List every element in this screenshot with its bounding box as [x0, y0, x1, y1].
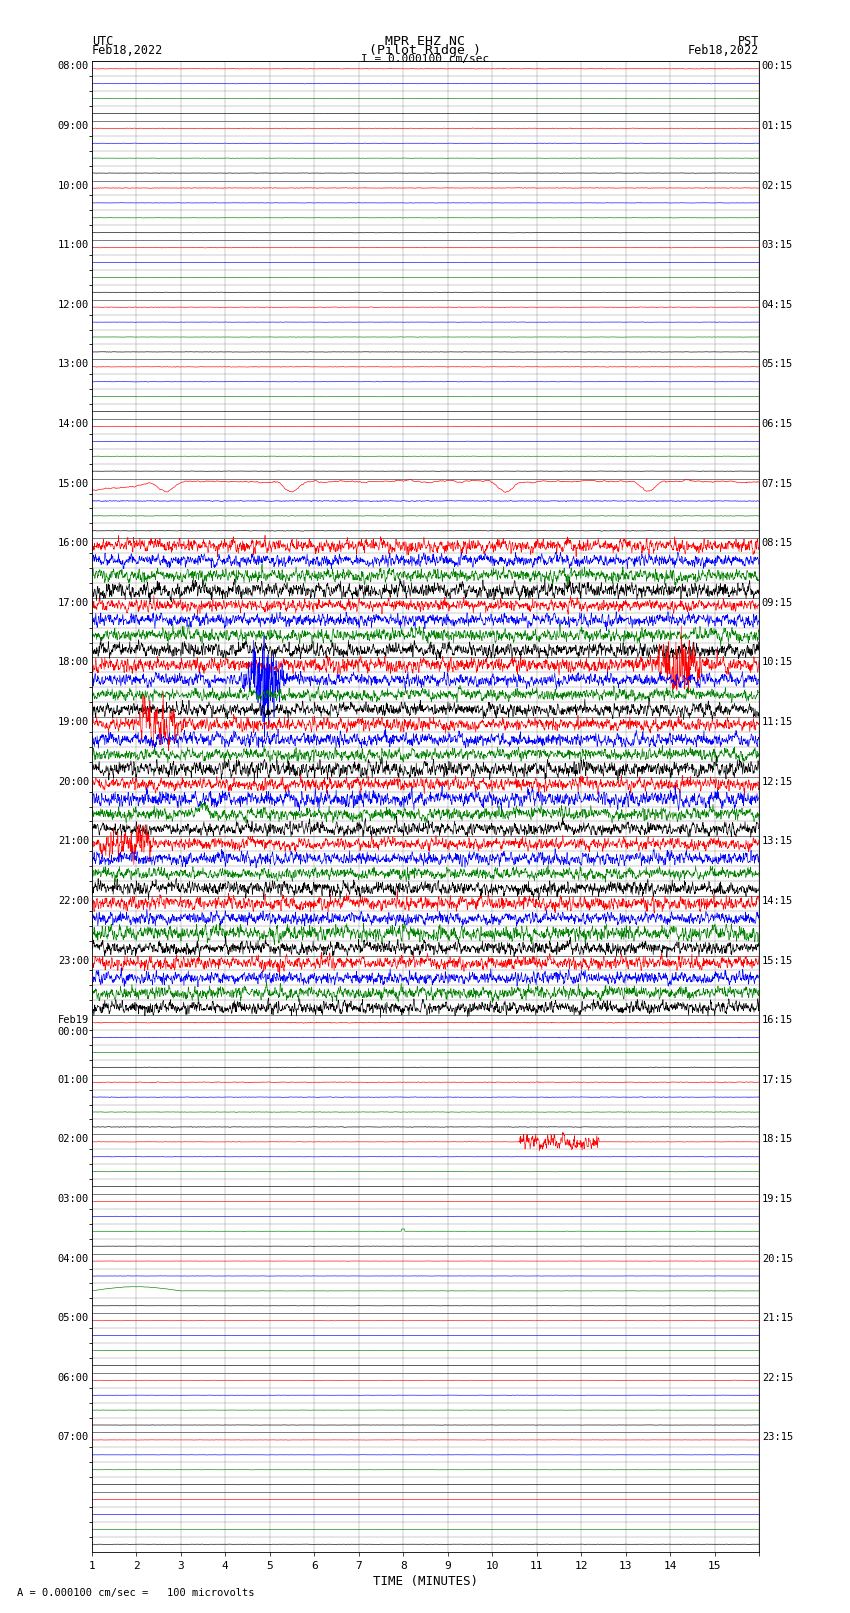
Text: (Pilot Ridge ): (Pilot Ridge ) [369, 44, 481, 58]
Text: A = 0.000100 cm/sec =   100 microvolts: A = 0.000100 cm/sec = 100 microvolts [17, 1589, 254, 1598]
Text: I = 0.000100 cm/sec: I = 0.000100 cm/sec [361, 53, 489, 65]
Text: UTC: UTC [92, 35, 113, 48]
Text: Feb18,2022: Feb18,2022 [688, 44, 759, 58]
Text: Feb18,2022: Feb18,2022 [92, 44, 163, 58]
Text: PST: PST [738, 35, 759, 48]
Text: MPR EHZ NC: MPR EHZ NC [385, 35, 465, 48]
X-axis label: TIME (MINUTES): TIME (MINUTES) [373, 1574, 478, 1587]
